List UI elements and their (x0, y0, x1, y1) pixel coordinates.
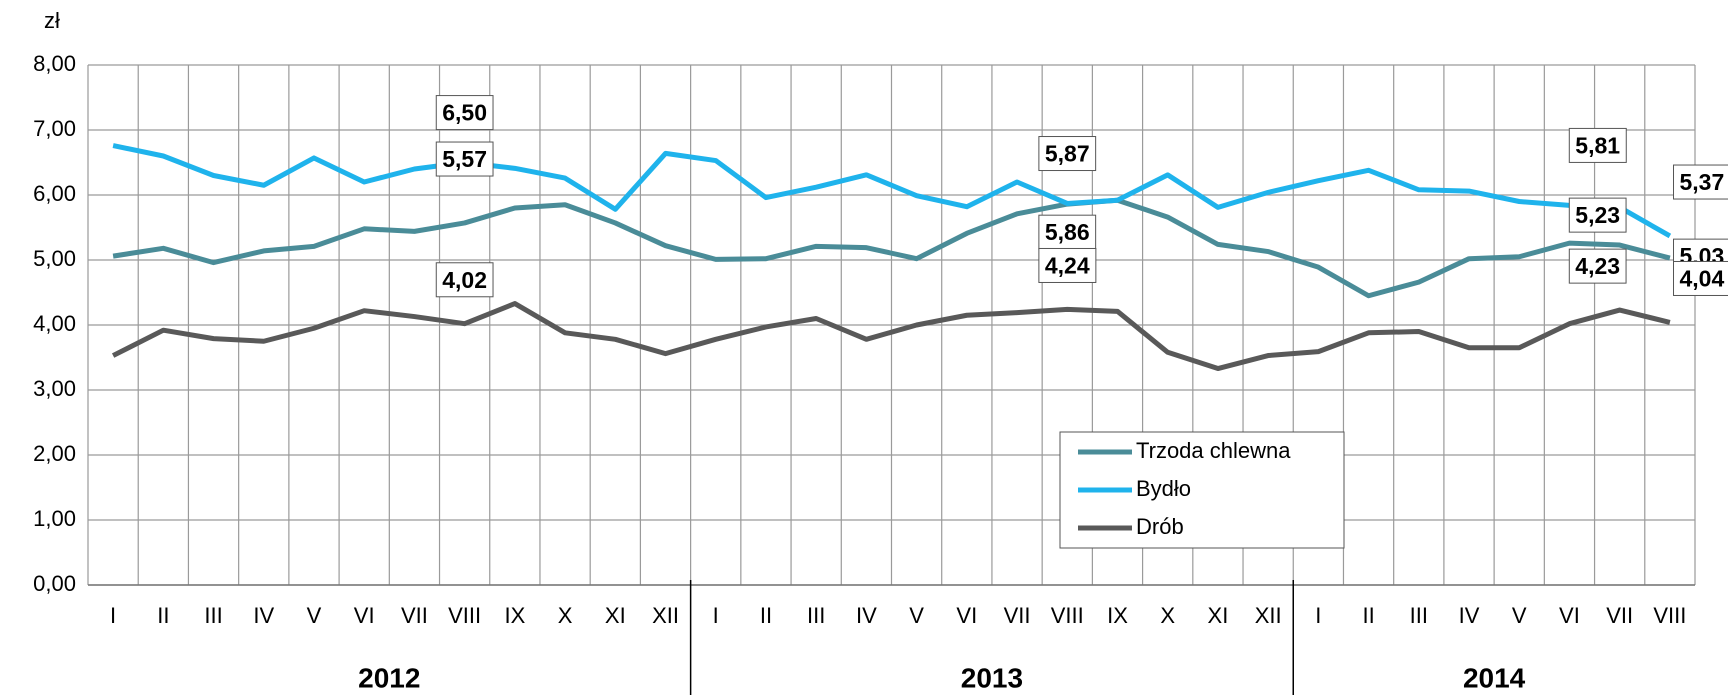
x-tick-label: II (1362, 603, 1374, 628)
legend-label: Drób (1136, 514, 1184, 539)
data-label-box (1038, 214, 1097, 250)
data-label-box (1038, 247, 1097, 283)
data-label: 4,24 (1045, 252, 1090, 278)
y-tick-label: 3,00 (33, 376, 76, 401)
y-tick-label: 4,00 (33, 311, 76, 336)
x-tick-label: VII (1004, 603, 1031, 628)
data-label: 4,02 (442, 267, 487, 293)
data-line (112, 197, 1671, 299)
x-tick-label: VIII (1051, 603, 1084, 628)
data-label: 4,23 (1575, 253, 1620, 279)
x-tick-label: IX (504, 603, 525, 628)
x-tick-label: V (1512, 603, 1527, 628)
x-tick-label: VII (401, 603, 428, 628)
x-tick-label: II (760, 603, 772, 628)
y-tick-label: 1,00 (33, 506, 76, 531)
x-tick-label: III (204, 603, 222, 628)
data-line (111, 301, 1671, 372)
x-tick-label: IV (856, 603, 877, 628)
x-tick-label: XI (1208, 603, 1229, 628)
y-tick-label: 7,00 (33, 116, 76, 141)
x-tick-label: II (157, 603, 169, 628)
y-tick-label: 0,00 (33, 571, 76, 596)
data-label-box (1673, 164, 1728, 200)
x-tick-label: VIII (448, 603, 481, 628)
x-tick-label: I (1315, 603, 1321, 628)
year-label: 2014 (1463, 662, 1526, 693)
x-tick-label: X (1160, 603, 1175, 628)
data-label: 5,87 (1045, 141, 1090, 167)
x-tick-label: I (110, 603, 116, 628)
y-tick-label: 6,00 (33, 181, 76, 206)
data-label-box (1038, 136, 1097, 172)
data-label-box (435, 95, 494, 131)
x-tick-label: III (1410, 603, 1428, 628)
data-line (112, 143, 1672, 239)
x-tick-label: XII (652, 603, 679, 628)
x-tick-label: IV (1459, 603, 1480, 628)
data-label: 6,50 (442, 100, 487, 126)
x-tick-label: X (558, 603, 573, 628)
x-tick-label: VI (354, 603, 375, 628)
x-tick-label: XI (605, 603, 626, 628)
y-tick-label: 2,00 (33, 441, 76, 466)
x-tick-label: IV (253, 603, 274, 628)
y-tick-label: 5,00 (33, 246, 76, 271)
year-label: 2012 (358, 662, 420, 693)
data-label-box (435, 262, 494, 298)
data-label-box (1568, 248, 1627, 284)
y-axis-label: zł (44, 8, 60, 33)
x-tick-label: VII (1606, 603, 1633, 628)
x-tick-label: XII (1255, 603, 1282, 628)
data-label: 5,86 (1045, 219, 1090, 245)
year-label: 2013 (961, 662, 1023, 693)
data-label: 5,37 (1680, 169, 1725, 195)
data-label-box (1673, 260, 1728, 296)
legend-label: Trzoda chlewna (1136, 438, 1291, 463)
legend-label: Bydło (1136, 476, 1191, 501)
data-label: 5,57 (442, 146, 487, 172)
x-tick-label: III (807, 603, 825, 628)
x-tick-label: V (307, 603, 322, 628)
data-label: 4,04 (1680, 265, 1725, 291)
x-tick-label: IX (1107, 603, 1128, 628)
data-label: 5,23 (1575, 202, 1620, 228)
data-label-box (1568, 127, 1627, 163)
data-label-box (1568, 197, 1627, 233)
data-label: 5,81 (1575, 132, 1620, 158)
y-tick-label: 8,00 (33, 51, 76, 76)
x-tick-label: V (909, 603, 924, 628)
x-tick-label: I (713, 603, 719, 628)
x-tick-label: VIII (1653, 603, 1686, 628)
x-tick-label: VI (956, 603, 977, 628)
x-tick-label: VI (1559, 603, 1580, 628)
data-label-box (435, 141, 494, 177)
